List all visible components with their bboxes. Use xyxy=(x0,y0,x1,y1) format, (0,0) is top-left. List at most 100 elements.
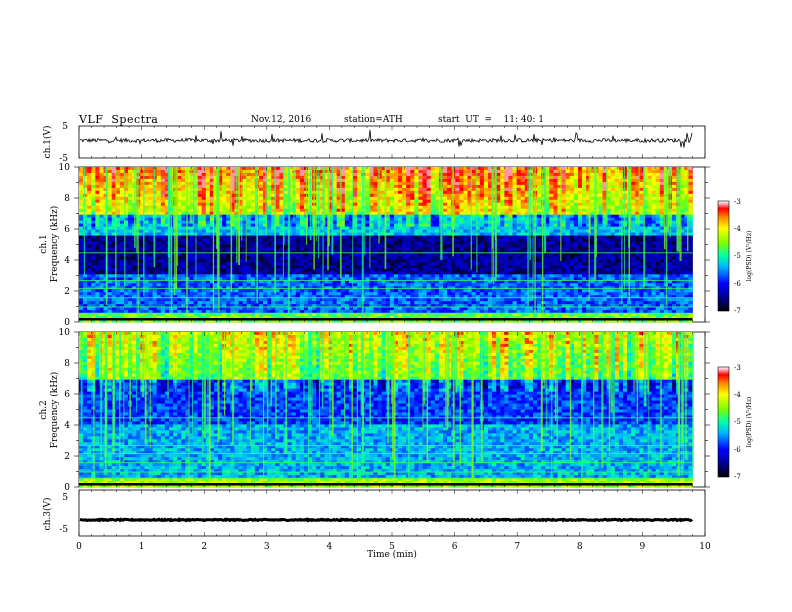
spectrogram-cell xyxy=(107,202,113,207)
spectrogram-cell xyxy=(434,259,440,263)
spectrogram-cell xyxy=(128,313,133,317)
spectrogram-cell xyxy=(140,241,145,245)
spectrogram-cell xyxy=(467,217,473,222)
spectrogram-cell xyxy=(402,292,407,296)
spectrogram-cell xyxy=(201,274,207,278)
spectrogram-cell xyxy=(377,211,383,216)
spectrogram-cell xyxy=(418,232,423,236)
spectrogram-cell xyxy=(218,232,223,236)
spectrogram-cell xyxy=(381,223,387,228)
spectrogram-cell xyxy=(267,187,272,192)
spectrogram-cell xyxy=(242,167,248,171)
spectrogram-cell xyxy=(164,238,170,242)
spectrogram-cell xyxy=(201,313,207,317)
spectrogram-cell xyxy=(295,167,301,171)
spectrogram-cell xyxy=(365,301,370,305)
spectrogram-cell xyxy=(340,232,346,236)
spectrogram-cell xyxy=(438,271,444,275)
spectrogram-cell xyxy=(308,271,313,275)
spectrogram-cell xyxy=(107,172,113,177)
spectrogram-cell xyxy=(226,283,231,287)
spectrogram-cell xyxy=(148,184,154,189)
spectrogram-cell xyxy=(414,316,419,320)
spectrogram-cell xyxy=(402,220,407,225)
spectrogram-cell xyxy=(369,169,374,174)
spectrogram-cell xyxy=(87,211,92,216)
spectrogram-cell xyxy=(291,229,297,233)
spectrogram-cell xyxy=(447,232,452,236)
spectrogram-cell xyxy=(385,271,391,275)
spectrogram-cell xyxy=(83,172,88,177)
spectrogram-cell xyxy=(152,307,158,311)
spectrogram-cell xyxy=(365,190,370,195)
spectrogram-cell xyxy=(463,319,468,323)
spectrogram-cell xyxy=(385,295,391,299)
spectrogram-cell xyxy=(160,244,166,248)
spectrogram-cell xyxy=(189,259,194,263)
spectrogram-cell xyxy=(173,259,178,263)
spectrogram-cell xyxy=(218,214,223,219)
spectrogram-cell xyxy=(447,226,452,230)
spectrogram-cell xyxy=(271,247,276,251)
spectrogram-cell xyxy=(295,208,301,213)
spectrogram-cell xyxy=(418,247,423,251)
spectrogram-cell xyxy=(91,289,96,293)
spectrogram-cell xyxy=(148,298,154,302)
spectrogram-cell xyxy=(148,238,154,242)
spectrogram-cell xyxy=(463,187,468,192)
spectrogram-cell xyxy=(197,247,203,251)
spectrogram-cell xyxy=(410,292,415,296)
spectrogram-cell xyxy=(91,283,96,287)
spectrogram-cell xyxy=(295,217,301,222)
spectrogram-cell xyxy=(201,280,207,284)
spectrogram-cell xyxy=(99,304,104,308)
spectrogram-cell xyxy=(230,310,235,314)
spectrogram-cell xyxy=(357,244,362,248)
spectrogram-cell xyxy=(377,268,383,272)
spectrogram-cell xyxy=(385,304,391,308)
spectrogram-cell xyxy=(132,295,137,299)
spectrogram-cell xyxy=(357,283,362,287)
spectrogram-cell xyxy=(246,190,252,195)
spectrogram-cell xyxy=(115,214,121,219)
spectrogram-cell xyxy=(340,313,346,317)
spectrogram-cell xyxy=(128,193,133,198)
spectrogram-cell xyxy=(209,295,215,299)
spectrogram-cell xyxy=(418,304,423,308)
spectrogram-cell xyxy=(279,256,284,260)
spectrogram-cell xyxy=(340,316,346,320)
spectrogram-cell xyxy=(447,167,452,171)
spectrogram-cell xyxy=(353,292,358,296)
spectrogram-cell xyxy=(369,235,374,239)
spectrogram-cell xyxy=(283,289,288,293)
spectrogram-cell xyxy=(128,295,133,299)
spectrogram-cell xyxy=(128,304,133,308)
spectrogram-cell xyxy=(402,178,407,183)
spectrogram-cell xyxy=(303,280,309,284)
spectrogram-cell xyxy=(91,256,96,260)
spectrogram-cell xyxy=(222,274,227,278)
spectrogram-cell xyxy=(91,316,96,320)
spectrogram-cell xyxy=(107,304,113,308)
spectrogram-cell xyxy=(455,217,460,222)
spectrogram-cell xyxy=(189,316,194,320)
spectrogram-cell xyxy=(87,199,92,204)
spectrogram-cell xyxy=(459,244,464,248)
spectrogram-cell xyxy=(181,211,186,216)
spectrogram-cell xyxy=(398,289,403,293)
spectrogram-cell xyxy=(218,319,223,323)
spectrogram-cell xyxy=(156,196,162,201)
spectrogram-cell xyxy=(87,229,92,233)
spectrogram-cell xyxy=(226,310,231,314)
spectrogram-cell xyxy=(324,274,329,278)
spectrogram-cell xyxy=(91,259,96,263)
spectrogram-cell xyxy=(107,247,113,251)
spectrogram-cell xyxy=(123,316,129,320)
spectrogram-cell xyxy=(226,316,231,320)
spectrogram-cell xyxy=(459,193,464,198)
spectrogram-cell xyxy=(91,169,96,174)
spectrogram-cell xyxy=(381,187,387,192)
spectrogram-cell xyxy=(389,214,395,219)
spectrogram-cell xyxy=(467,247,473,251)
spectrogram-cell xyxy=(467,289,473,293)
